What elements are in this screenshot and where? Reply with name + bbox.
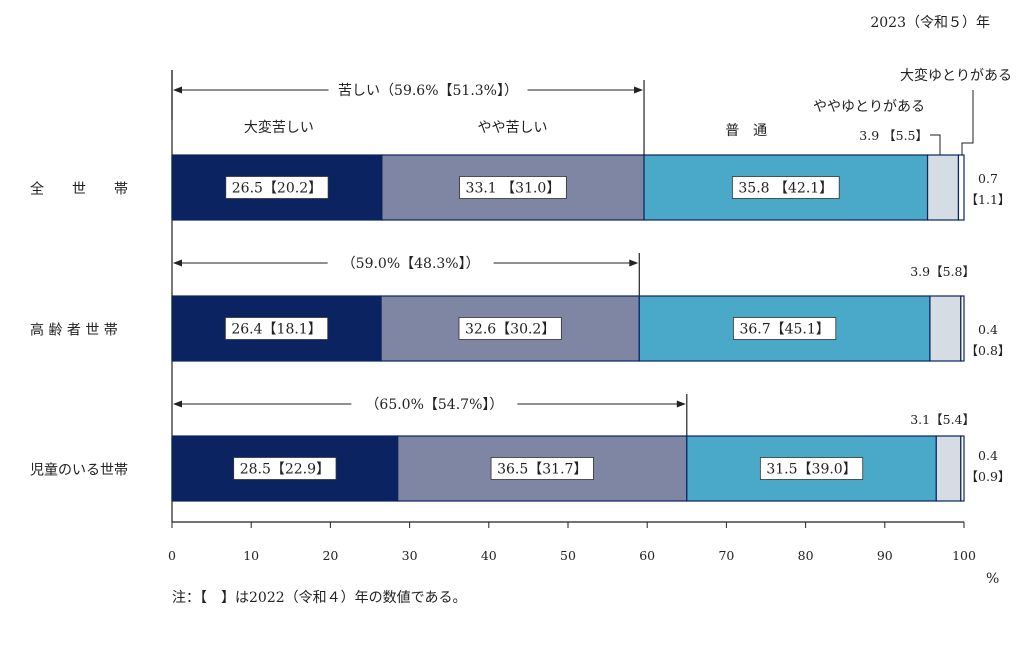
- bar-1-4: [960, 295, 965, 362]
- data-label-2-2: 31.5【39.0】: [766, 462, 856, 478]
- bar-2-3: [935, 435, 962, 502]
- data-label-1-4-top: 0.4: [978, 322, 998, 337]
- arrowhead-left-2: [173, 400, 182, 408]
- arrowhead-right-2: [676, 400, 686, 408]
- data-label-2-3: 3.1【5.4】: [910, 412, 975, 427]
- bar-1-3: [929, 295, 962, 362]
- x-tick-label-30: 30: [402, 548, 418, 563]
- category-label-0: 全 世 帯: [30, 181, 128, 198]
- x-tick-label-60: 60: [639, 548, 655, 563]
- bracket-label-0: 苦しい（59.6%【51.3%】）: [338, 83, 518, 99]
- bracket-label-bg-1: [327, 253, 494, 273]
- legend-normal: 普 通: [725, 123, 767, 139]
- legend-very-comfortable: 大変ゆとりがある: [900, 67, 1012, 84]
- legend-somewhat-comfortable: ややゆとりがある: [813, 99, 925, 115]
- arrowhead-right-0: [634, 86, 644, 94]
- data-label-1-0: 26.4【18.1】: [231, 322, 321, 338]
- data-label-1-1: 32.6【30.2】: [465, 322, 555, 338]
- leader-line-0-4: [961, 90, 974, 155]
- data-label-0-2: 35.8 【42.1】: [738, 181, 833, 197]
- data-label-2-1-box: [490, 457, 594, 480]
- bar-0-4: [957, 154, 965, 221]
- legend-somewhat-hard: やや苦しい: [478, 120, 548, 136]
- data-label-0-4-bottom: 【1.1】: [966, 192, 1011, 207]
- note-label: 注：【 】は2022（令和４）年の数値である。: [172, 590, 467, 606]
- category-label-2: 児童のいる世帯: [30, 462, 128, 479]
- data-label-1-4-bottom: 【0.8】: [966, 343, 1011, 358]
- data-label-1-2-box: [733, 317, 837, 340]
- data-label-0-0: 26.5【20.2】: [232, 181, 322, 197]
- data-label-2-0: 28.5【22.9】: [240, 462, 330, 478]
- data-label-1-0-box: [224, 317, 329, 340]
- data-label-2-4-bottom: 【0.9】: [966, 469, 1011, 484]
- x-tick-label-100: 100: [952, 548, 976, 563]
- bracket-label-bg-2: [351, 394, 518, 414]
- bar-2-4: [960, 435, 965, 502]
- x-tick-label-50: 50: [560, 548, 576, 563]
- data-label-2-1: 36.5【31.7】: [497, 462, 587, 478]
- data-label-1-2: 36.7【45.1】: [739, 322, 829, 338]
- x-tick-label-70: 70: [718, 548, 734, 563]
- x-tick-label-0: 0: [168, 548, 176, 563]
- x-tick-label-20: 20: [322, 548, 338, 563]
- arrowhead-right-1: [629, 259, 639, 267]
- data-label-0-3: 3.9 【5.5】: [859, 128, 928, 143]
- bar-0-3: [926, 154, 960, 221]
- bracket-label-bg-0: [328, 80, 528, 100]
- data-label-0-2-box: [732, 176, 840, 199]
- data-label-0-4-top: 0.7: [978, 171, 998, 186]
- x-tick-label-10: 10: [243, 548, 259, 563]
- x-tick-label-40: 40: [481, 548, 497, 563]
- data-label-0-0-box: [225, 176, 329, 199]
- arrowhead-left-0: [173, 86, 182, 94]
- category-label-1: 高 齢 者 世 帯: [30, 322, 118, 339]
- year-label: 2023（令和５）年: [870, 15, 990, 31]
- data-label-0-1: 33.1 【31.0】: [466, 181, 561, 197]
- data-label-2-2-box: [759, 457, 864, 480]
- data-label-2-4-top: 0.4: [978, 448, 998, 463]
- bar-2-1: [397, 435, 688, 502]
- x-tick-label-80: 80: [798, 548, 814, 563]
- leader-line-0-3: [930, 134, 941, 155]
- x-tick-label-90: 90: [877, 548, 893, 563]
- arrowhead-left-1: [173, 259, 182, 267]
- data-label-1-3: 3.9【5.8】: [910, 264, 975, 279]
- unit-label: %: [986, 571, 999, 587]
- bracket-label-2: （65.0%【54.7%】）: [365, 397, 503, 413]
- data-label-2-0-box: [233, 457, 337, 480]
- data-label-1-1-box: [458, 317, 562, 340]
- bracket-label-1: （59.0%【48.3%】）: [342, 256, 480, 272]
- data-label-0-1-box: [459, 176, 567, 199]
- legend-very-hard: 大変苦しい: [244, 119, 314, 136]
